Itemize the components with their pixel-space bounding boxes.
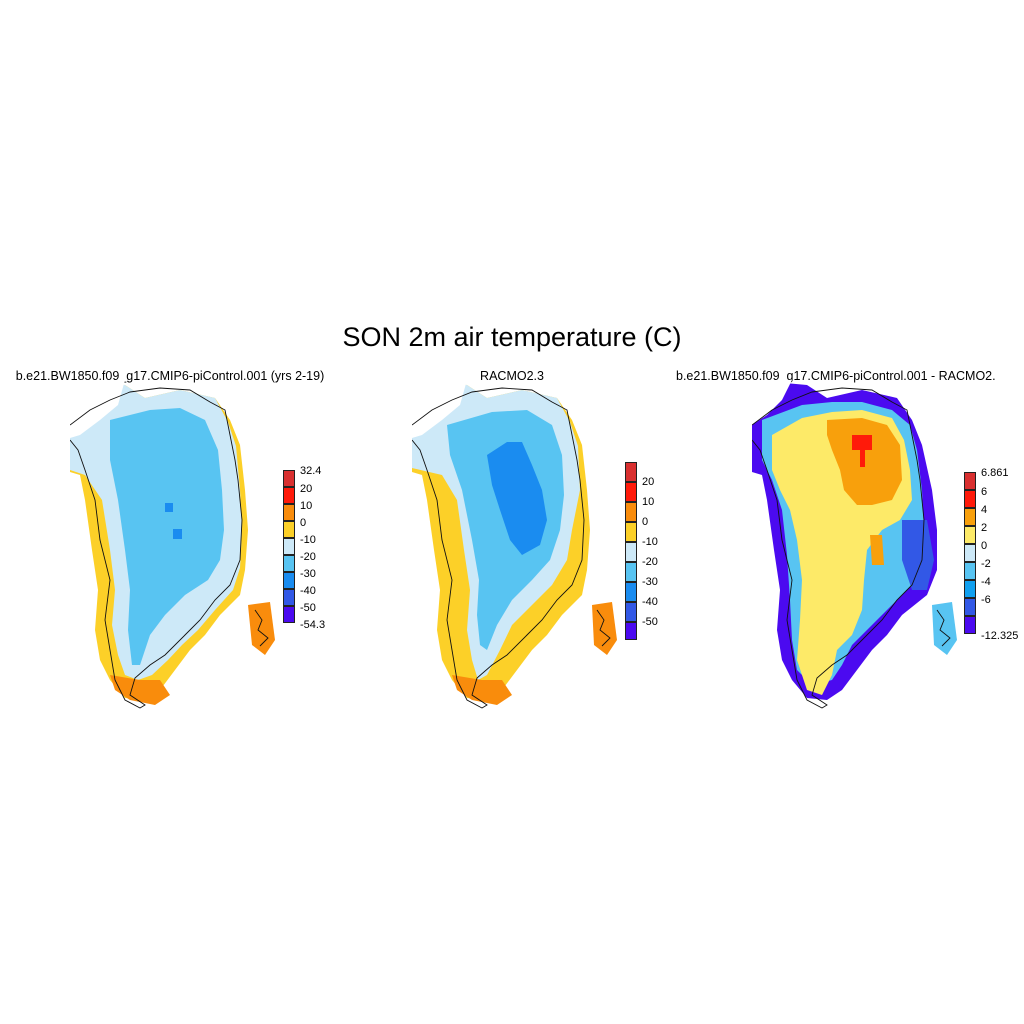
- colorbar-swatch: [964, 508, 976, 526]
- colorbar-label: -10: [642, 536, 658, 548]
- colorbar-label: 10: [300, 500, 313, 512]
- colorbar-swatch: [625, 542, 637, 562]
- colorbar-label: 6.861: [981, 467, 1009, 479]
- colorbar-label: -4: [981, 576, 991, 588]
- colorbar-label: -20: [642, 556, 658, 568]
- colorbar-label: 2: [981, 522, 988, 534]
- colorbar-swatch: [283, 538, 295, 555]
- colorbar-label: -50: [642, 616, 658, 628]
- panel-2-map-shading: [412, 380, 617, 705]
- figure-title: SON 2m air temperature (C): [342, 322, 682, 352]
- colorbar-label: 10: [642, 496, 655, 508]
- colorbar-label: 4: [981, 504, 988, 516]
- colorbar-swatch: [625, 602, 637, 622]
- colorbar-swatch: [964, 580, 976, 598]
- colorbar-label: -40: [300, 585, 316, 597]
- colorbar-label: 20: [642, 476, 655, 488]
- colorbar-swatch: [964, 544, 976, 562]
- colorbar-label: 32.4: [300, 465, 322, 477]
- colorbar-swatch: [625, 582, 637, 602]
- colorbar-swatch: [625, 482, 637, 502]
- panel-3-map-shading: [752, 380, 957, 700]
- colorbar-swatch: [964, 616, 976, 634]
- panel-2-title: RACMO2.3: [480, 369, 544, 383]
- colorbar-swatch: [283, 555, 295, 572]
- colorbar-label: -54.3: [300, 619, 326, 631]
- colorbar-label: 6: [981, 486, 988, 498]
- panel-1-east-coastline: [254, 609, 269, 647]
- colorbar-label: -6: [981, 594, 991, 606]
- panel-2-coastline: [412, 387, 585, 709]
- panel-1-title: b.e21.BW1850.f09_g17.CMIP6-piControl.001…: [15, 369, 325, 383]
- panel-3-east-coastline: [936, 609, 951, 647]
- colorbar-label: -2: [981, 558, 991, 570]
- panel-1-map-shading: [70, 380, 275, 705]
- panel-3-coastline: [752, 387, 925, 709]
- panel-1-map: [70, 380, 275, 709]
- colorbar-swatch: [283, 572, 295, 589]
- colorbar-label: -50: [300, 602, 316, 614]
- colorbar-label: -20: [300, 551, 316, 563]
- panel-3-map: [752, 380, 957, 709]
- colorbar-swatch: [964, 490, 976, 508]
- colorbar-swatch: [964, 472, 976, 490]
- panel-2-map: [412, 380, 617, 709]
- colorbar-swatch: [625, 562, 637, 582]
- panel-2-east-coastline: [596, 609, 611, 647]
- colorbar-label: 0: [642, 516, 649, 528]
- colorbar-swatch: [625, 462, 637, 482]
- colorbar-swatch: [283, 487, 295, 504]
- colorbar-label: 20: [300, 483, 313, 495]
- colorbar-swatch: [283, 606, 295, 623]
- colorbar-swatch: [283, 504, 295, 521]
- colorbar-swatch: [283, 521, 295, 538]
- colorbar-swatch: [625, 622, 637, 640]
- colorbar-label: 0: [300, 517, 307, 529]
- colorbar-swatch: [283, 589, 295, 606]
- colorbar-label: -30: [642, 576, 658, 588]
- colorbar-label: 0: [981, 540, 988, 552]
- colorbar-swatch: [964, 562, 976, 580]
- colorbar-swatch: [964, 526, 976, 544]
- colorbar-label: -12.325: [981, 630, 1019, 642]
- colorbar-label: -40: [642, 596, 658, 608]
- panel-1-coastline: [70, 387, 243, 709]
- colorbar-swatch: [625, 502, 637, 522]
- colorbar-swatch: [964, 598, 976, 616]
- panel-3-title: b.e21.BW1850.f09_g17.CMIP6-piControl.001…: [676, 369, 996, 383]
- colorbar-label: -10: [300, 534, 316, 546]
- colorbar-swatch: [625, 522, 637, 542]
- colorbar-label: -30: [300, 568, 316, 580]
- colorbar-swatch: [283, 470, 295, 487]
